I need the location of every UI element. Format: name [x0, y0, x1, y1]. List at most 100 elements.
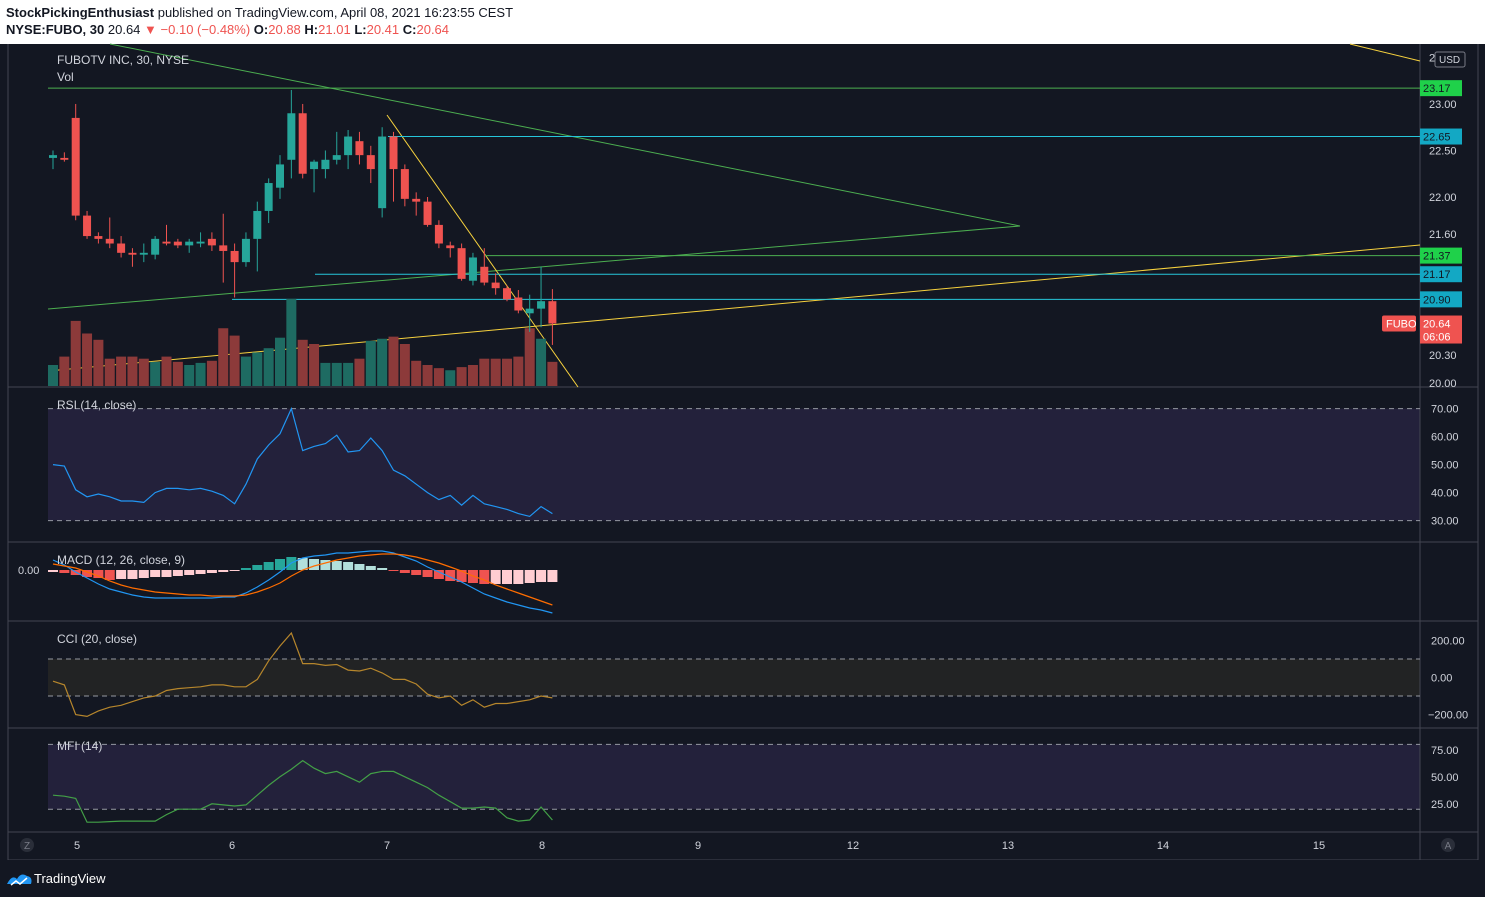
price-tick: 22.50	[1429, 145, 1457, 157]
macd-histogram-bar	[252, 565, 263, 570]
candle[interactable]	[332, 155, 341, 160]
cci-line[interactable]	[52, 631, 553, 718]
time-tick: 15	[1313, 840, 1325, 852]
high-label: H:	[304, 22, 319, 37]
time-tick: 6	[229, 840, 235, 852]
candle[interactable]	[378, 136, 387, 209]
volume-bar	[411, 360, 422, 386]
zoom-reset-label: Z	[24, 841, 30, 852]
rsi-line[interactable]	[52, 406, 553, 518]
tradingview-logo-icon[interactable]	[5, 870, 35, 890]
volume-bar	[263, 348, 274, 386]
rsi-tick: 60.00	[1431, 432, 1459, 444]
candle[interactable]	[298, 113, 307, 174]
macd-histogram-bar	[388, 570, 399, 571]
candle[interactable]	[151, 238, 160, 255]
candle[interactable]	[60, 157, 69, 160]
candle[interactable]	[446, 245, 455, 249]
volume-bar	[320, 362, 331, 386]
candle[interactable]	[514, 297, 523, 311]
zoom-reset-button[interactable]	[20, 838, 34, 852]
candle[interactable]	[219, 245, 228, 251]
candle[interactable]	[310, 161, 319, 170]
downtrend-line[interactable]	[386, 114, 579, 388]
time-tick: 12	[847, 840, 859, 852]
upper-trendline[interactable]	[1349, 43, 1421, 62]
candle[interactable]	[83, 215, 92, 237]
candle[interactable]	[253, 210, 262, 239]
volume-bar	[331, 362, 342, 386]
macd-title: MACD (12, 26, close, 9)	[57, 553, 185, 567]
volume-bar	[502, 358, 512, 386]
macd-histogram-bar	[433, 570, 444, 579]
time-tick: 9	[695, 840, 701, 852]
macd-histogram-bar	[377, 568, 388, 570]
candle[interactable]	[276, 164, 284, 188]
tradingview-brand[interactable]: TradingView	[34, 871, 106, 886]
currency-badge[interactable]	[1434, 51, 1466, 68]
candle[interactable]	[230, 250, 239, 263]
candle[interactable]	[94, 236, 103, 239]
candle[interactable]	[264, 183, 273, 211]
level-tag-21.17	[1420, 266, 1462, 283]
candle[interactable]	[185, 241, 194, 246]
candle[interactable]	[162, 241, 171, 244]
rising-trendline[interactable]	[47, 225, 1021, 310]
volume-bar	[172, 361, 183, 386]
candle[interactable]	[139, 252, 148, 255]
candle[interactable]	[117, 243, 126, 253]
volume-bar	[354, 358, 365, 386]
candle[interactable]	[525, 308, 534, 314]
candle[interactable]	[321, 159, 330, 170]
candle[interactable]	[71, 117, 80, 216]
macd-histogram-bar	[343, 562, 354, 570]
candle[interactable]	[241, 238, 250, 263]
volume-bar	[206, 360, 217, 386]
candle[interactable]	[196, 241, 205, 244]
chart-header: StockPickingEnthusiast published on Trad…	[0, 0, 1485, 44]
candle[interactable]	[173, 241, 182, 246]
candle[interactable]	[287, 113, 296, 160]
symbol-label[interactable]: NYSE:FUBO, 30	[6, 22, 105, 37]
low-value: 20.41	[366, 22, 400, 37]
time-tick: 8	[539, 840, 545, 852]
candle[interactable]	[537, 301, 546, 309]
macd-line[interactable]	[52, 550, 553, 614]
candle[interactable]	[105, 238, 114, 244]
candle[interactable]	[468, 257, 477, 281]
author-name[interactable]: StockPickingEnthusiast	[6, 5, 155, 20]
candle[interactable]	[434, 224, 443, 244]
candle[interactable]	[491, 282, 500, 289]
signal-line[interactable]	[52, 553, 553, 606]
macd-histogram-bar	[502, 570, 512, 584]
candle[interactable]	[128, 252, 137, 255]
candle[interactable]	[344, 136, 353, 156]
candle[interactable]	[355, 141, 364, 156]
candle[interactable]	[412, 198, 421, 202]
main-title: FUBOTV INC, 30, NYSE	[57, 53, 189, 67]
candle[interactable]	[457, 248, 466, 279]
candle[interactable]	[366, 155, 375, 170]
candle[interactable]	[400, 169, 409, 199]
falling-trendline[interactable]	[109, 43, 1021, 227]
candle[interactable]	[423, 201, 432, 225]
macd-histogram-bar	[59, 570, 70, 573]
mfi-line[interactable]	[52, 759, 553, 823]
macd-histogram-bar	[309, 559, 320, 570]
publish-info: published on TradingView.com, April 08, …	[157, 5, 514, 20]
candle[interactable]	[503, 288, 511, 300]
level-label-21.37: 21.37	[1423, 251, 1451, 263]
candle[interactable]	[207, 238, 216, 246]
candle[interactable]	[389, 136, 398, 170]
macd-histogram-bar	[104, 570, 115, 580]
candle[interactable]	[49, 155, 57, 158]
volume-bar	[218, 328, 229, 386]
last-price-label: 20.64	[1423, 319, 1451, 331]
candle[interactable]	[548, 301, 557, 324]
macd-histogram-bar	[354, 564, 365, 570]
candle[interactable]	[480, 266, 489, 283]
symbol-tag	[1382, 315, 1416, 332]
volume-bar	[479, 358, 490, 386]
auto-scale-button[interactable]	[1441, 838, 1455, 852]
